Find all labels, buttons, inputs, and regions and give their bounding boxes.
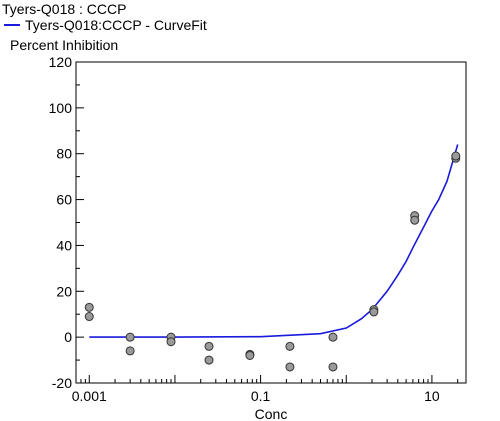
x-axis-title: Conc — [255, 406, 288, 421]
y-tick-label: 80 — [56, 146, 72, 162]
legend-label: Tyers-Q018:CCCP - CurveFit — [25, 17, 207, 33]
data-point — [410, 215, 420, 225]
x-tick-label: 0.001 — [72, 388, 107, 404]
x-tick-label: 10 — [424, 388, 440, 404]
legend-line-swatch — [4, 24, 20, 26]
y-tick-label: -20 — [52, 375, 72, 391]
y-tick-label: 0 — [64, 329, 72, 345]
data-point — [125, 332, 135, 342]
data-point — [204, 355, 214, 365]
data-point — [328, 332, 338, 342]
data-point — [204, 341, 214, 351]
data-point — [245, 350, 255, 360]
x-axis: 0.001 0.1 10 — [72, 375, 459, 404]
data-point — [328, 362, 338, 372]
data-point — [166, 337, 176, 347]
data-point — [285, 341, 295, 351]
chart-title: Tyers-Q018 : CCCP — [2, 1, 127, 17]
y-tick-label: 120 — [49, 54, 73, 70]
data-points — [84, 151, 461, 372]
data-point — [84, 302, 94, 312]
y-tick-label: 60 — [56, 192, 72, 208]
data-point — [451, 151, 461, 161]
y-tick-label: 100 — [49, 100, 73, 116]
curve-fit-line — [89, 144, 459, 338]
data-point — [285, 362, 295, 372]
legend: Tyers-Q018:CCCP - CurveFit — [4, 17, 207, 33]
data-point — [125, 346, 135, 356]
y-axis: -20 0 20 40 60 80 100 120 — [49, 54, 84, 391]
data-point — [84, 312, 94, 322]
y-tick-label: 20 — [56, 283, 72, 299]
y-axis-title: Percent Inhibition — [10, 37, 119, 53]
data-point — [369, 307, 379, 317]
plot-frame — [75, 61, 467, 384]
y-tick-label: 40 — [56, 237, 72, 253]
x-tick-label: 0.1 — [251, 388, 271, 404]
